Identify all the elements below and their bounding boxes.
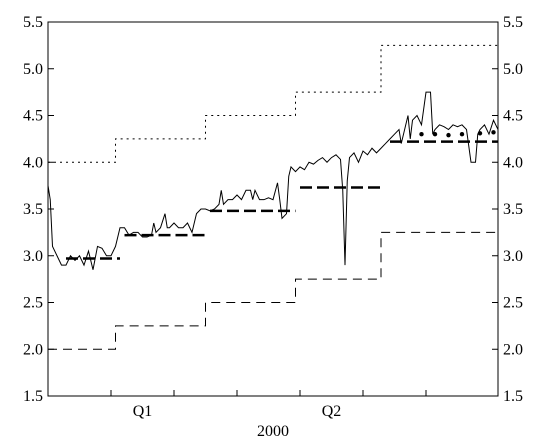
forecast-point (446, 132, 451, 138)
y-tick-label-right: 4.0 (503, 154, 523, 171)
y-tick-label-right: 5.0 (503, 61, 523, 78)
y-tick-label-right: 1.5 (503, 388, 523, 405)
x-axis-title: 2000 (257, 423, 289, 440)
y-tick-label-left: 3.5 (23, 201, 43, 218)
y-tick-label-left: 5.0 (23, 61, 43, 78)
y-tick-label-left: 3.0 (23, 248, 43, 265)
y-tick-label-right: 4.5 (503, 108, 523, 125)
x-tick-label: Q1 (133, 403, 153, 420)
y-tick-label-right: 3.5 (503, 201, 523, 218)
upper-step-line (48, 44, 498, 163)
y-tick-label-right: 2.0 (503, 341, 523, 358)
y-tick-label-left: 4.0 (23, 154, 43, 171)
forecast-point (419, 132, 424, 137)
daily-series-line (47, 91, 499, 270)
y-tick-label-left: 2.0 (23, 341, 43, 358)
forecast-point (432, 132, 438, 137)
y-axis-left: 1.5 2.0 2.5 3.0 3.5 4.0 4.5 5.0 5.5 (23, 14, 54, 405)
y-tick-label-left: 1.5 (23, 388, 43, 405)
y-tick-label-left: 4.5 (23, 108, 43, 125)
x-tick-label: Q2 (322, 403, 342, 420)
y-tick-label-left: 2.5 (23, 295, 43, 312)
plot-frame (47, 21, 499, 397)
y-tick-label-right: 5.5 (503, 14, 523, 31)
series-layer (47, 44, 499, 350)
lower-step-line (48, 231, 498, 350)
y-axis-right: 1.5 2.0 2.5 3.0 3.5 4.0 4.5 5.0 5.5 (492, 14, 523, 405)
y-tick-label-left: 5.5 (23, 14, 43, 31)
y-tick-label-right: 2.5 (503, 295, 523, 312)
forecast-point (459, 132, 465, 137)
forecast-point (491, 130, 496, 135)
y-tick-label-right: 3.0 (503, 248, 523, 265)
x-axis: Q1 Q2 (110, 390, 427, 420)
